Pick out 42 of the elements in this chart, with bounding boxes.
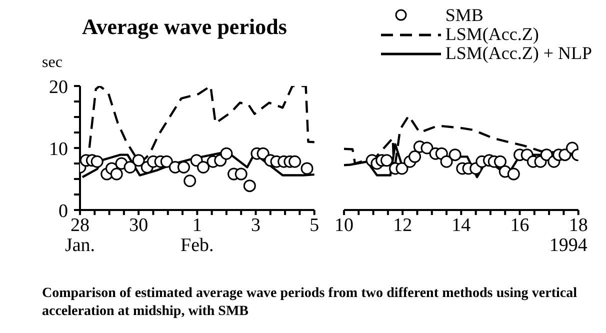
point	[177, 160, 190, 174]
point	[540, 148, 552, 162]
point	[300, 162, 314, 175]
x-tick-label: 30	[129, 215, 148, 236]
point	[420, 142, 433, 154]
point	[110, 168, 123, 180]
point	[288, 155, 302, 168]
point	[184, 174, 196, 188]
point	[395, 162, 408, 175]
legend-label: LSM(Acc.Z) + NLP	[445, 43, 592, 63]
x-tick-label: 10	[334, 215, 354, 236]
chart-title: Average wave periods	[82, 14, 287, 40]
point	[448, 148, 461, 162]
point	[220, 147, 233, 160]
point	[234, 168, 248, 180]
point	[243, 180, 256, 192]
point	[408, 150, 421, 163]
legend-label: LSM(Acc.Z)	[445, 24, 539, 44]
x-tick-label: 14	[451, 215, 471, 236]
point	[494, 155, 506, 168]
x-tick-label: 16	[510, 215, 529, 236]
y-axis-title: sec	[42, 54, 62, 72]
point	[507, 168, 520, 180]
point	[132, 154, 145, 167]
point	[558, 148, 571, 162]
point	[256, 147, 270, 160]
legend-label: SMB	[445, 5, 484, 25]
x-tick-label: 18 1994	[549, 215, 588, 256]
x-tick-label: 12	[392, 215, 412, 236]
point	[440, 155, 452, 168]
y-tick-label: 0	[58, 201, 68, 222]
point	[160, 155, 173, 168]
point	[90, 155, 104, 168]
text: Comparison of estimated average wave periods from two different methods using vertical acceleration at midship, with SMB	[42, 285, 577, 321]
y-tick-label: 20	[49, 77, 68, 98]
x-tick-label: 5	[310, 215, 320, 236]
point	[124, 160, 136, 174]
point	[197, 160, 210, 174]
x-tick-label: 1 Feb.	[180, 215, 214, 256]
y-tick-label: 10	[49, 139, 68, 160]
point	[380, 154, 393, 167]
x-tick-label: 3	[251, 215, 261, 236]
